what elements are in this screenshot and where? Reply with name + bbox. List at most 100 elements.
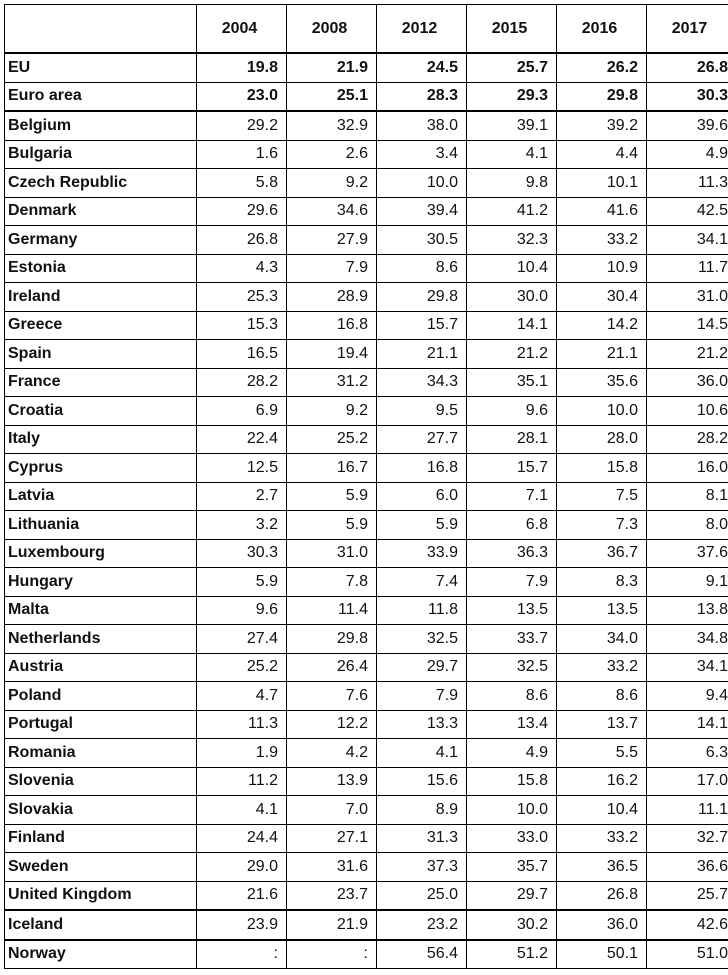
value-cell: 29.3 <box>466 81 557 112</box>
row-label: Czech Republic <box>4 168 197 198</box>
row-label: Austria <box>4 652 197 682</box>
value-cell: 34.1 <box>646 225 728 255</box>
value-cell: 5.9 <box>286 481 377 511</box>
value-cell: 24.4 <box>196 823 287 853</box>
value-cell: 10.0 <box>556 396 647 426</box>
value-cell: 13.4 <box>466 709 557 739</box>
value-cell: 8.1 <box>646 481 728 511</box>
year-header: 2015 <box>466 4 557 54</box>
value-cell: 4.9 <box>466 738 557 768</box>
value-cell: 14.5 <box>646 310 728 340</box>
row-label: Luxembourg <box>4 538 197 568</box>
table-row: Denmark 29.6 34.6 39.4 41.2 41.6 42.5 <box>4 196 728 226</box>
row-label: Portugal <box>4 709 197 739</box>
value-cell: 27.1 <box>286 823 377 853</box>
table-row: Norway::56.4 51.2 50.1 51.0 <box>4 938 728 969</box>
value-cell: 4.7 <box>196 681 287 711</box>
row-label: Iceland <box>4 909 197 940</box>
value-cell: 25.1 <box>286 81 377 112</box>
value-cell: 10.0 <box>376 168 467 198</box>
value-cell: 36.0 <box>646 367 728 397</box>
table-row: Croatia 6.9 9.2 9.5 9.6 10.0 10.6 <box>4 396 728 426</box>
value-cell: 27.4 <box>196 624 287 654</box>
value-cell: 17.0 <box>646 766 728 796</box>
row-label: Lithuania <box>4 510 197 540</box>
row-label: Estonia <box>4 253 197 283</box>
value-cell: 5.9 <box>376 510 467 540</box>
row-label: Germany <box>4 225 197 255</box>
value-cell: 35.1 <box>466 367 557 397</box>
value-cell: 15.8 <box>466 766 557 796</box>
value-cell: 39.1 <box>466 110 557 141</box>
table-row: Cyprus 12.5 16.7 16.8 15.7 15.8 16.0 <box>4 453 728 483</box>
value-cell: 56.4 <box>376 938 467 969</box>
table-row: Belgium 29.2 32.9 38.0 39.1 39.2 39.6 <box>4 110 728 141</box>
row-label: Croatia <box>4 396 197 426</box>
value-cell: 27.7 <box>376 424 467 454</box>
value-cell: 31.2 <box>286 367 377 397</box>
value-cell: 28.2 <box>646 424 728 454</box>
value-cell: 36.3 <box>466 538 557 568</box>
value-cell: 30.2 <box>466 909 557 940</box>
value-cell: 14.2 <box>556 310 647 340</box>
value-cell: 21.1 <box>556 339 647 369</box>
value-cell: 15.8 <box>556 453 647 483</box>
value-cell: 7.1 <box>466 481 557 511</box>
value-cell: 36.5 <box>556 852 647 882</box>
value-cell: 16.8 <box>286 310 377 340</box>
value-cell: 29.0 <box>196 852 287 882</box>
value-cell: 4.1 <box>466 139 557 169</box>
value-cell: 10.0 <box>466 795 557 825</box>
table-row: United Kingdom 21.6 23.7 25.0 29.7 26.8 25.7 <box>4 880 728 911</box>
value-cell: 14.1 <box>646 709 728 739</box>
value-cell: 29.8 <box>376 282 467 312</box>
value-cell: 51.2 <box>466 938 557 969</box>
value-cell: 7.5 <box>556 481 647 511</box>
row-label: Norway <box>4 938 197 969</box>
value-cell: 29.7 <box>466 880 557 911</box>
value-cell: 25.7 <box>466 52 557 83</box>
value-cell: 28.9 <box>286 282 377 312</box>
value-cell: 11.4 <box>286 595 377 625</box>
table-row: Slovakia 4.1 7.0 8.9 10.0 10.4 11.1 <box>4 795 728 825</box>
row-label: Bulgaria <box>4 139 197 169</box>
value-cell: 11.8 <box>376 595 467 625</box>
value-cell: 13.5 <box>556 595 647 625</box>
value-cell: 11.7 <box>646 253 728 283</box>
value-cell: 2.6 <box>286 139 377 169</box>
value-cell: 9.5 <box>376 396 467 426</box>
row-label: Finland <box>4 823 197 853</box>
value-cell: 31.0 <box>286 538 377 568</box>
value-cell: 7.3 <box>556 510 647 540</box>
row-label: Sweden <box>4 852 197 882</box>
row-label: Slovakia <box>4 795 197 825</box>
year-header: 2016 <box>556 4 647 54</box>
table-row: Ireland 25.3 28.9 29.8 30.0 30.4 31.0 <box>4 282 728 312</box>
value-cell: 28.2 <box>196 367 287 397</box>
value-cell: 13.3 <box>376 709 467 739</box>
row-label: Belgium <box>4 110 197 141</box>
value-cell: 9.2 <box>286 168 377 198</box>
table-row: Greece 15.3 16.8 15.7 14.1 14.2 14.5 <box>4 310 728 340</box>
table-row: Malta 9.6 11.4 11.8 13.5 13.5 13.8 <box>4 595 728 625</box>
table-row: Czech Republic 5.8 9.2 10.0 9.8 10.1 11.3 <box>4 168 728 198</box>
value-cell: 15.6 <box>376 766 467 796</box>
value-cell: 23.2 <box>376 909 467 940</box>
table-row: Romania 1.9 4.2 4.1 4.9 5.5 6.3 <box>4 738 728 768</box>
value-cell: 11.2 <box>196 766 287 796</box>
value-cell: 10.9 <box>556 253 647 283</box>
value-cell: 7.4 <box>376 567 467 597</box>
row-label: Poland <box>4 681 197 711</box>
value-cell: 33.2 <box>556 225 647 255</box>
value-cell: 13.7 <box>556 709 647 739</box>
table-row: Finland 24.4 27.1 31.3 33.0 33.2 32.7 <box>4 823 728 853</box>
year-header: 2004 <box>196 4 287 54</box>
data-table: 2004 2008 2012 2015 2016 2017 EU 19.8 21.9… <box>4 4 728 969</box>
value-cell: 31.0 <box>646 282 728 312</box>
value-cell: 34.1 <box>646 652 728 682</box>
value-cell: : <box>286 938 377 969</box>
value-cell: 19.4 <box>286 339 377 369</box>
row-label: Latvia <box>4 481 197 511</box>
value-cell: 29.8 <box>556 81 647 112</box>
value-cell: 39.2 <box>556 110 647 141</box>
